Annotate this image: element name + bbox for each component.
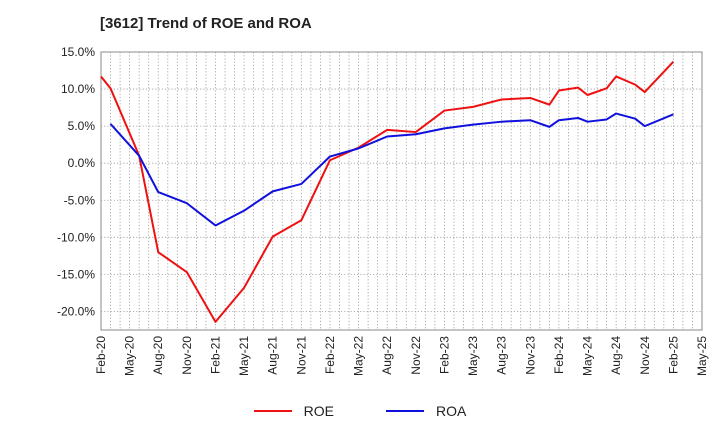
- x-tick-label: Feb-24: [552, 336, 566, 374]
- x-tick-label: Aug-22: [380, 336, 394, 375]
- x-tick-label: Feb-21: [208, 336, 222, 374]
- x-tick-label: Nov-24: [638, 336, 652, 375]
- y-axis-tick-labels: 15.0% 10.0% 5.0% 0.0% -5.0% -10.0% -15.0% -20.0…: [57, 45, 95, 318]
- roa-swatch: [386, 410, 424, 412]
- chart-title: [3612] Trend of ROE and ROA: [100, 15, 312, 32]
- roe-swatch: [253, 410, 292, 412]
- x-tick-label: May-21: [237, 336, 251, 376]
- y-tick-label: -5.0%: [64, 193, 96, 207]
- x-tick-label: May-24: [581, 336, 595, 376]
- x-tick-label: Nov-21: [294, 336, 308, 375]
- series-line-roe: [100, 60, 675, 323]
- x-tick-label: Nov-20: [180, 336, 194, 375]
- y-tick-label: 15.0%: [61, 45, 95, 59]
- horizontal-grid: [101, 51, 702, 312]
- legend-label-roe: ROE: [303, 403, 334, 419]
- plot-background: [100, 51, 703, 331]
- x-tick-label: Aug-21: [266, 336, 280, 375]
- x-tick-label: May-20: [123, 336, 137, 376]
- y-tick-label: 10.0%: [61, 82, 95, 96]
- x-tick-label: Aug-24: [609, 336, 623, 375]
- x-tick-label: Feb-20: [94, 336, 108, 374]
- x-tick-label: Nov-22: [409, 336, 423, 375]
- legend-item-roa: ROA: [386, 403, 466, 419]
- y-tick-label: 5.0%: [68, 119, 96, 133]
- series-line-roa: [109, 112, 674, 227]
- x-tick-label: May-22: [352, 336, 366, 376]
- y-tick-label: -20.0%: [57, 304, 95, 318]
- x-tick-label: Aug-23: [495, 336, 509, 375]
- legend: ROE ROA: [0, 403, 720, 419]
- series-lines: [100, 60, 675, 323]
- x-axis-tick-labels: Feb-20 May-20 Aug-20 Nov-20 Feb-21 May-21 Aug-…: [94, 336, 709, 376]
- x-tick-label: May-25: [695, 336, 709, 376]
- x-tick-label: Feb-25: [666, 336, 680, 374]
- legend-label-roa: ROA: [436, 403, 467, 419]
- x-tick-label: Feb-22: [323, 336, 337, 374]
- x-tick-label: Aug-20: [151, 336, 165, 375]
- x-tick-label: Feb-23: [437, 336, 451, 374]
- y-tick-label: -10.0%: [57, 230, 95, 244]
- x-tick-label: Nov-23: [523, 336, 537, 375]
- y-tick-label: -15.0%: [57, 267, 95, 281]
- y-tick-label: 0.0%: [68, 156, 96, 170]
- legend-item-roe: ROE: [253, 403, 334, 419]
- x-tick-label: May-23: [466, 336, 480, 376]
